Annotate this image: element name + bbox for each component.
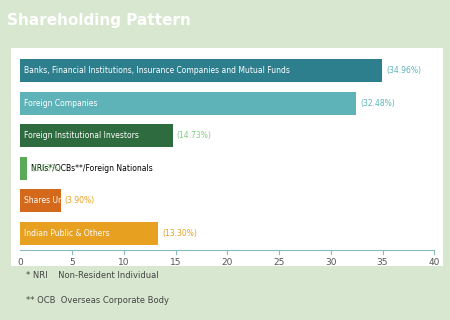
Bar [20,189,61,212]
Bar [20,157,27,180]
Text: Banks, Financial Institutions, Insurance Companies and Mutual Funds: Banks, Financial Institutions, Insurance… [24,66,290,75]
Text: Foreign Companies: Foreign Companies [24,99,98,108]
Text: Foreign Institutional Investors: Foreign Institutional Investors [24,131,139,140]
Text: (0.63%): (0.63%) [31,164,61,173]
Text: Shares Underlying Global Depository Receipts: Shares Underlying Global Depository Rece… [24,196,201,205]
Bar [20,222,158,245]
Text: * NRI    Non-Resident Individual: * NRI Non-Resident Individual [26,271,159,280]
Text: Indian Public & Others: Indian Public & Others [24,229,110,238]
Bar [20,92,356,115]
Bar [20,124,173,147]
Text: ** OCB  Overseas Corporate Body: ** OCB Overseas Corporate Body [26,296,169,305]
Text: (14.73%): (14.73%) [177,131,211,140]
Text: NRIs*/OCBs**/Foreign Nationals: NRIs*/OCBs**/Foreign Nationals [31,164,153,173]
Text: (34.96%): (34.96%) [386,66,421,75]
Text: (3.90%): (3.90%) [65,196,95,205]
Text: (32.48%): (32.48%) [360,99,395,108]
Text: Shareholding Pattern: Shareholding Pattern [7,13,191,28]
Bar [20,59,382,82]
Text: (13.30%): (13.30%) [162,229,197,238]
